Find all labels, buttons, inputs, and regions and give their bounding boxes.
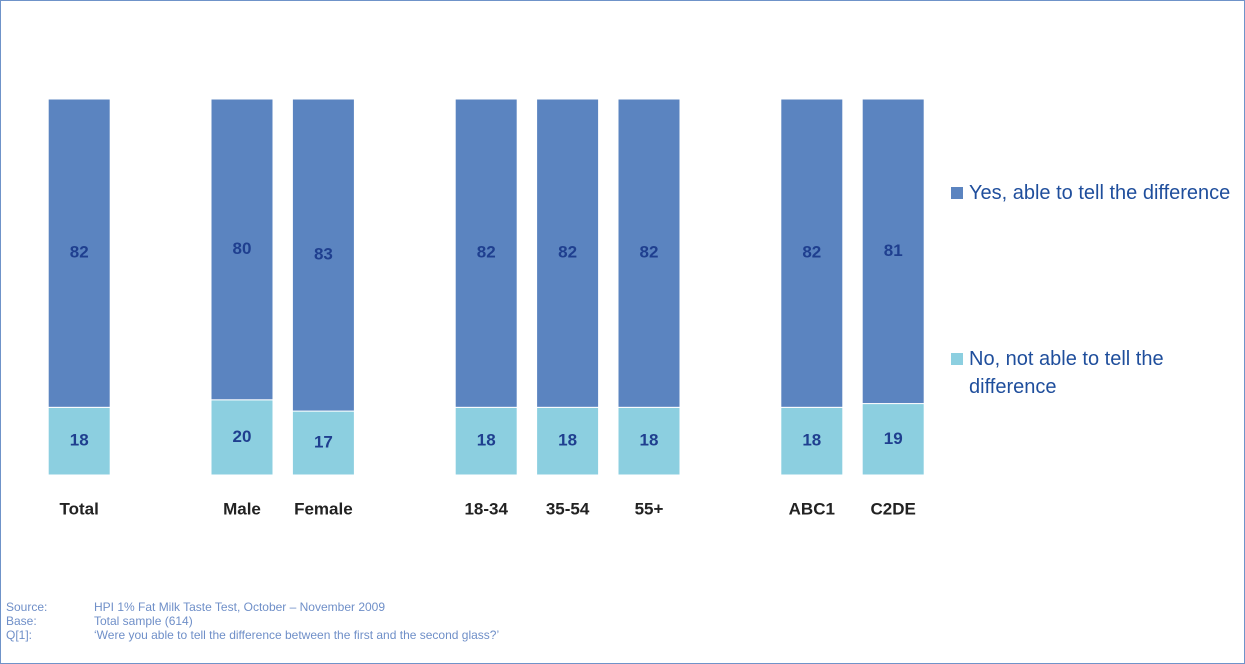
x-tick-label: 35-54 (546, 499, 590, 518)
data-label: 20 (233, 427, 252, 446)
legend-item: No, not able to tell the difference (951, 345, 1231, 401)
data-label: 82 (802, 243, 821, 262)
x-tick-label: ABC1 (789, 499, 835, 518)
x-tick-label: Male (223, 499, 261, 518)
data-label: 82 (477, 243, 496, 262)
note-text: Total sample (614) (94, 614, 193, 628)
bar-segment (291, 410, 355, 476)
bar-segment (536, 406, 600, 476)
data-label: 18 (70, 431, 89, 450)
bar-segment (536, 98, 600, 408)
note-text: HPI 1% Fat Milk Taste Test, October – No… (94, 600, 386, 614)
question-note: Q[1]: ‘Were you able to tell the differen… (6, 628, 499, 642)
bar-segment (454, 98, 518, 408)
note-text: ‘Were you able to tell the difference be… (94, 628, 500, 642)
bar-segment (780, 406, 844, 476)
note-key: Source: (6, 600, 48, 614)
bar-segment (861, 403, 925, 476)
bar-segment (861, 98, 925, 405)
bar-segment (780, 98, 844, 408)
chart: Total 18 82 Male 20 80 Female 17 83 18-34 18 82 35-5… (47, 98, 925, 518)
data-label: 81 (884, 241, 903, 260)
legend-label: Yes, able to tell the difference (969, 182, 1231, 204)
legend-swatch (951, 353, 963, 365)
x-tick-label: Total (60, 499, 99, 518)
data-label: 18 (802, 431, 821, 450)
note-key: Q[1]: (6, 628, 33, 642)
base-note: Base: Total sample (614) (6, 614, 193, 628)
source-note: Source: HPI 1% Fat Milk Taste Test, Octob… (6, 600, 385, 614)
data-label: 18 (640, 431, 659, 450)
legend-item: Yes, able to tell the difference (951, 179, 1231, 207)
bar-segment (291, 98, 355, 412)
legend-swatch (951, 187, 963, 199)
bar-segment (210, 98, 274, 401)
bar-segment (617, 406, 681, 476)
x-tick-label: C2DE (871, 499, 916, 518)
data-label: 18 (477, 431, 496, 450)
data-label: 17 (314, 433, 333, 452)
bar-segment (47, 406, 111, 476)
note-key: Base: (6, 614, 37, 628)
x-tick-label: 18-34 (464, 499, 508, 518)
data-label: 83 (314, 245, 333, 264)
data-label: 19 (884, 429, 903, 448)
bar-segment (617, 98, 681, 408)
x-tick-label: Female (294, 499, 353, 518)
x-tick-label: 55+ (635, 499, 664, 518)
bar-segment (47, 98, 111, 408)
data-label: 18 (558, 431, 577, 450)
bar-segment (454, 406, 518, 476)
data-label: 82 (558, 243, 577, 262)
data-label: 82 (640, 243, 659, 262)
data-label: 82 (70, 243, 89, 262)
data-label: 80 (233, 239, 252, 258)
legend-label: No, not able to tell the difference (969, 348, 1164, 398)
